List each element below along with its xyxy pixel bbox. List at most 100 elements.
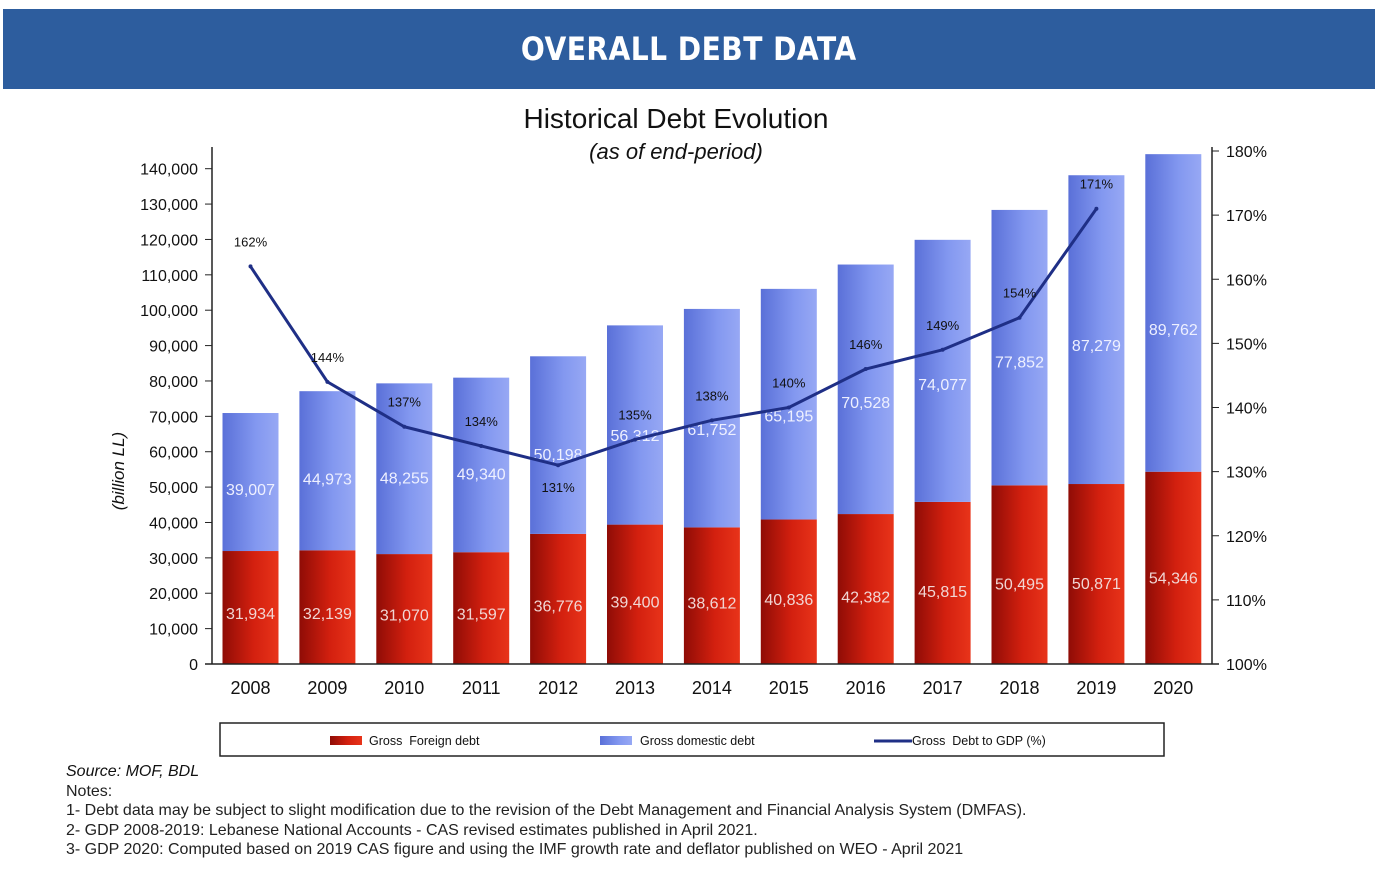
bar-label-domestic: 87,279	[1072, 338, 1121, 355]
debt-to-gdp-line: 162% 144% 137% 134% 131% 135% 138% 140% 146% 149%…	[234, 177, 1114, 496]
bar-label-foreign: 50,495	[995, 577, 1044, 594]
chart-title: Historical Debt Evolution	[523, 103, 828, 134]
debt-to-gdp-point	[325, 379, 330, 384]
debt-to-gdp-point	[248, 264, 253, 269]
bar-label-foreign: 54,346	[1149, 570, 1198, 587]
x-tick-label: 2018	[999, 678, 1039, 698]
x-tick-label: 2014	[692, 678, 732, 698]
chart-subtitle: (as of end-period)	[589, 139, 763, 164]
y-axis-label: (billion LL)	[109, 432, 128, 510]
legend-label-foreign: Gross Foreign debt	[369, 734, 480, 748]
bar-label-foreign: 32,139	[303, 606, 352, 623]
bar-foreign-debt	[991, 485, 1048, 664]
bar-label-foreign: 36,776	[534, 598, 583, 615]
debt-to-gdp-point	[940, 347, 945, 352]
debt-to-gdp-label: 134%	[465, 414, 499, 429]
bar-label-domestic: 49,340	[457, 467, 506, 484]
x-tick-label: 2010	[384, 678, 424, 698]
y-tick-label: 110,000	[141, 268, 198, 285]
bar-domestic-debt	[530, 356, 587, 534]
y-tick-label: 80,000	[149, 374, 198, 391]
bar-domestic-debt	[1068, 175, 1125, 485]
debt-to-gdp-label: 135%	[618, 408, 652, 423]
debt-to-gdp-polyline	[249, 207, 1098, 467]
y-tick-label: 20,000	[149, 586, 198, 603]
y-tick-label: 10,000	[149, 622, 198, 639]
x-tick-label: 2013	[615, 678, 655, 698]
legend-label-domestic: Gross domestic debt	[640, 734, 755, 748]
bar-label-domestic: 39,007	[226, 482, 275, 499]
y-tick-label: 30,000	[149, 551, 198, 568]
bar-domestic-debt	[607, 325, 663, 525]
bar-domestic-debt	[222, 413, 279, 552]
bar-value-labels: 31,934 39,007 32,139 44,973 31,070 48,255 31,5…	[226, 322, 1198, 625]
bar-label-domestic: 44,973	[303, 472, 352, 489]
debt-to-gdp-label: 137%	[388, 395, 422, 410]
legend: Gross Foreign debt Gross domestic debt G…	[219, 722, 1165, 757]
bar-domestic-debt	[453, 377, 510, 553]
y-tick-label: 60,000	[149, 445, 198, 462]
bars	[222, 154, 1202, 664]
y-tick-label: 90,000	[149, 339, 198, 356]
debt-to-gdp-point	[1017, 315, 1022, 320]
bar-foreign-debt	[760, 519, 817, 664]
debt-to-gdp-label: 162%	[234, 234, 268, 249]
bar-label-foreign: 38,612	[687, 596, 736, 613]
y-tick-label: 0	[189, 657, 198, 674]
bar-label-foreign: 31,597	[457, 607, 506, 624]
debt-to-gdp-point	[633, 437, 637, 442]
y2-tick-label: 130%	[1226, 465, 1267, 482]
debt-to-gdp-label: 171%	[1080, 177, 1114, 192]
y2-tick-label: 110%	[1226, 593, 1266, 610]
bar-foreign-debt	[299, 550, 356, 664]
notes-heading: Notes:	[66, 782, 113, 800]
bar-label-domestic: 77,852	[995, 354, 1044, 371]
debt-to-gdp-point	[709, 418, 714, 423]
bar-label-foreign: 45,815	[918, 584, 967, 601]
bar-label-foreign: 40,836	[764, 592, 813, 609]
bar-domestic-debt	[991, 209, 1048, 486]
bar-foreign-debt	[453, 552, 510, 664]
x-axis-tick-labels: 2008 2009 2010 2011 2012 2013 2014 2015 2016 2017…	[230, 678, 1193, 698]
x-tick-label: 2009	[307, 678, 347, 698]
source-line: Source: MOF, BDL	[66, 763, 200, 780]
note-item: 3- GDP 2020: Computed based on 2019 CAS …	[66, 841, 964, 858]
bar-foreign-debt	[530, 533, 587, 664]
bar-label-domestic: 48,255	[380, 470, 429, 487]
x-tick-label: 2008	[230, 678, 270, 698]
bar-foreign-debt	[376, 554, 433, 664]
x-tick-label: 2015	[769, 678, 809, 698]
debt-to-gdp-point	[786, 405, 791, 410]
note-item: 2- GDP 2008-2019: Lebanese National Acco…	[66, 821, 758, 839]
bar-domestic-debt	[299, 391, 356, 551]
y-tick-label: 100,000	[140, 303, 198, 320]
notes: Source: MOF, BDL Notes: 1- Debt data may…	[66, 762, 1026, 860]
debt-to-gdp-label: 154%	[1003, 286, 1037, 301]
note-item: 1- Debt data may be subject to slight mo…	[66, 802, 1027, 819]
bar-label-foreign: 39,400	[611, 594, 660, 611]
bar-label-domestic: 56,312	[611, 428, 660, 445]
y2-tick-label: 160%	[1226, 272, 1267, 289]
legend-box	[219, 722, 1165, 757]
bar-label-domestic: 65,195	[764, 409, 813, 426]
bar-foreign-debt	[837, 514, 894, 664]
debt-to-gdp-label: 144%	[311, 350, 345, 365]
y-tick-label: 130,000	[140, 197, 198, 214]
bar-domestic-debt	[376, 383, 433, 555]
y-tick-label: 70,000	[149, 409, 198, 426]
bar-domestic-debt	[914, 239, 971, 502]
y-tick-label: 140,000	[140, 162, 198, 179]
debt-to-gdp-label: 138%	[695, 388, 729, 403]
bar-foreign-debt	[1145, 471, 1202, 664]
bar-label-domestic: 74,077	[918, 377, 967, 394]
legend-swatch-domestic	[600, 736, 632, 745]
debt-to-gdp-point	[1094, 206, 1099, 211]
debt-to-gdp-label: 140%	[772, 376, 806, 391]
bar-domestic-debt	[837, 264, 894, 515]
debt-to-gdp-point	[479, 443, 484, 448]
debt-to-gdp-label: 149%	[926, 318, 960, 333]
debt-to-gdp-label: 146%	[849, 337, 883, 352]
x-tick-label: 2016	[846, 678, 886, 698]
legend-swatch-foreign	[330, 736, 362, 745]
y-tick-label: 40,000	[149, 515, 198, 532]
